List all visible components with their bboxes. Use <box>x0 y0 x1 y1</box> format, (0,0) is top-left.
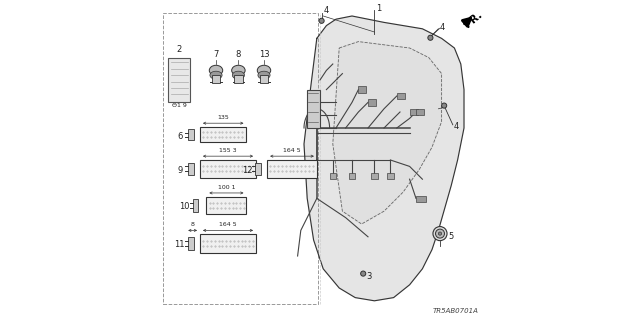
Bar <box>358 86 366 93</box>
Bar <box>188 129 193 140</box>
Text: 100 1: 100 1 <box>218 185 235 190</box>
Bar <box>188 237 193 250</box>
Bar <box>410 109 418 115</box>
Text: 2: 2 <box>177 45 182 54</box>
Circle shape <box>360 271 366 276</box>
Bar <box>168 58 191 102</box>
Text: 164 5: 164 5 <box>219 222 237 227</box>
Bar <box>387 173 394 179</box>
Text: Θ1 9: Θ1 9 <box>172 103 187 108</box>
Text: 164 5: 164 5 <box>283 148 301 153</box>
Bar <box>200 160 256 178</box>
Text: 8: 8 <box>191 222 195 227</box>
Bar <box>193 199 198 212</box>
Text: 11: 11 <box>175 240 185 249</box>
Ellipse shape <box>232 65 245 76</box>
Text: FR.: FR. <box>463 10 484 30</box>
Bar <box>416 196 426 202</box>
Bar <box>255 163 261 175</box>
Bar <box>212 75 220 83</box>
Circle shape <box>438 232 442 235</box>
Text: 135: 135 <box>218 115 229 120</box>
Text: 3: 3 <box>366 272 372 281</box>
Text: 4: 4 <box>440 23 445 32</box>
Bar <box>416 109 424 115</box>
Bar <box>349 173 355 179</box>
Text: 6: 6 <box>177 132 182 140</box>
Text: 12: 12 <box>242 166 252 175</box>
Bar <box>307 90 320 128</box>
Bar <box>371 173 378 179</box>
Circle shape <box>319 18 324 23</box>
Bar <box>368 99 376 106</box>
Text: 13: 13 <box>259 50 269 59</box>
Polygon shape <box>304 16 464 301</box>
Ellipse shape <box>232 71 244 79</box>
Bar <box>188 163 193 175</box>
Bar <box>330 173 336 179</box>
Circle shape <box>428 35 433 40</box>
Ellipse shape <box>258 71 270 79</box>
Bar <box>206 197 246 214</box>
Text: 8: 8 <box>236 50 241 59</box>
Text: 4: 4 <box>454 122 459 131</box>
Bar <box>234 75 243 83</box>
Ellipse shape <box>209 65 223 76</box>
Bar <box>268 160 317 178</box>
Text: 4: 4 <box>324 6 329 15</box>
Bar <box>397 93 405 99</box>
Bar <box>200 127 246 142</box>
Circle shape <box>433 227 447 241</box>
Text: 9: 9 <box>177 166 182 175</box>
Text: 155 3: 155 3 <box>219 148 237 153</box>
Polygon shape <box>333 42 442 224</box>
Bar <box>260 75 268 83</box>
Circle shape <box>435 229 445 238</box>
Text: 5: 5 <box>448 232 453 241</box>
Ellipse shape <box>210 71 222 79</box>
Circle shape <box>442 103 447 108</box>
Bar <box>200 234 256 253</box>
Text: TR5AB0701A: TR5AB0701A <box>433 308 479 314</box>
Text: 7: 7 <box>213 50 219 59</box>
Text: 10: 10 <box>179 202 190 211</box>
Bar <box>163 13 319 304</box>
Ellipse shape <box>257 65 271 76</box>
Text: 1: 1 <box>376 4 381 12</box>
